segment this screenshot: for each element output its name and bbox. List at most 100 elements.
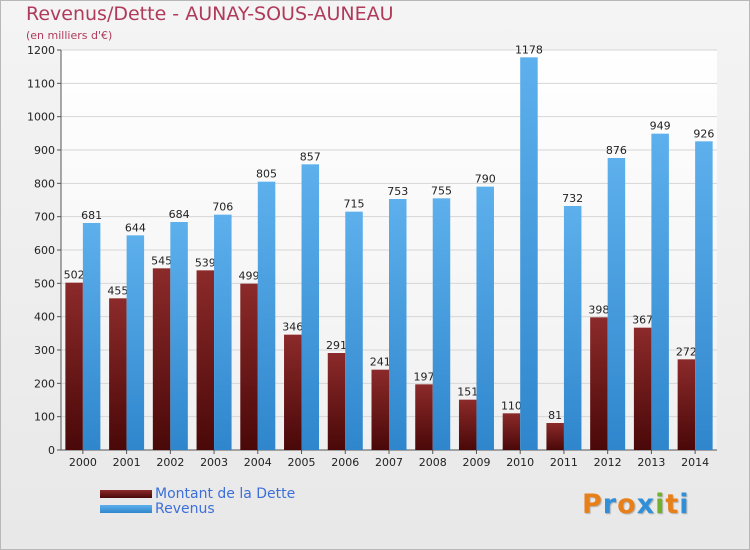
data-label-dette: 197: [413, 370, 434, 383]
bar-dette: [65, 282, 83, 450]
bar-dette: [590, 317, 608, 450]
x-tick-label: 2005: [288, 456, 316, 469]
y-tick-label: 900: [34, 144, 55, 157]
legend-label-revenus: Revenus: [155, 501, 215, 517]
chart-title: Revenus/Dette - AUNAY-SOUS-AUNEAU: [26, 3, 394, 25]
bar-revenus: [476, 186, 494, 450]
data-label-dette: 367: [632, 314, 653, 327]
data-label-revenus: 790: [475, 173, 496, 186]
data-label-dette: 291: [326, 339, 347, 352]
y-tick-label: 1000: [27, 111, 55, 124]
y-tick-label: 300: [34, 344, 55, 357]
data-label-revenus: 857: [300, 150, 321, 163]
bar-dette: [284, 334, 302, 450]
logo-letter: x: [636, 489, 656, 520]
bar-dette: [458, 399, 477, 450]
data-label-dette: 151: [457, 386, 478, 399]
bar-revenus: [607, 158, 626, 450]
bar-dette: [415, 384, 433, 450]
logo-letter: r: [602, 489, 618, 520]
data-label-revenus: 681: [81, 209, 102, 222]
bar-revenus: [432, 198, 451, 450]
x-tick-label: 2009: [462, 456, 490, 469]
bar-dette: [327, 353, 346, 450]
x-tick-label: 2001: [113, 456, 141, 469]
x-tick-label: 2002: [156, 456, 184, 469]
bar-revenus: [126, 235, 145, 450]
y-tick-label: 600: [34, 244, 55, 257]
logo-letter: i: [679, 489, 690, 520]
y-tick-label: 800: [34, 177, 55, 190]
data-label-revenus: 684: [169, 208, 190, 221]
x-tick-label: 2014: [681, 456, 709, 469]
data-label-revenus: 949: [650, 120, 671, 133]
y-tick-label: 1100: [27, 77, 55, 90]
bar-dette: [677, 359, 696, 450]
bar-revenus: [563, 206, 582, 450]
logo-letter: o: [617, 489, 637, 520]
bar-revenus: [389, 199, 407, 450]
bar-dette: [633, 327, 652, 450]
y-tick-label: 100: [34, 411, 55, 424]
legend-swatch-dette: [100, 490, 152, 498]
data-label-dette: 398: [588, 303, 609, 316]
data-label-dette: 241: [370, 356, 391, 369]
bar-dette: [196, 270, 215, 450]
bar-revenus: [257, 181, 276, 450]
logo-letter: t: [665, 489, 680, 520]
data-label-revenus: 706: [212, 201, 233, 214]
y-tick-label: 400: [34, 311, 55, 324]
legend-label-dette: Montant de la Dette: [155, 486, 296, 502]
bar-dette: [152, 268, 171, 450]
data-label-revenus: 926: [693, 127, 714, 140]
x-tick-label: 2010: [506, 456, 534, 469]
data-label-dette: 81: [548, 409, 562, 422]
legend-swatch-revenus: [100, 505, 152, 513]
data-label-dette: 455: [107, 284, 128, 297]
data-label-revenus: 805: [256, 168, 277, 181]
bar-revenus: [301, 164, 320, 451]
bar-revenus: [520, 57, 538, 450]
logo-letter: i: [655, 489, 666, 520]
x-tick-label: 2013: [637, 456, 665, 469]
data-label-revenus: 755: [431, 184, 452, 197]
bar-revenus: [214, 214, 232, 450]
x-tick-label: 2008: [419, 456, 447, 469]
chart-subtitle: (en milliers d'€): [26, 29, 113, 42]
x-tick-label: 2007: [375, 456, 403, 469]
data-label-dette: 272: [676, 345, 697, 358]
data-label-revenus: 644: [125, 221, 146, 234]
data-label-dette: 502: [64, 269, 85, 282]
logo-letter: P: [582, 489, 603, 520]
data-label-revenus: 876: [606, 144, 627, 157]
bar-revenus: [695, 141, 713, 451]
bar-dette: [502, 413, 521, 450]
data-label-dette: 545: [151, 254, 172, 267]
y-tick-label: 1200: [27, 44, 55, 57]
data-label-revenus: 1178: [515, 43, 543, 56]
y-tick-label: 700: [34, 211, 55, 224]
data-label-dette: 346: [282, 321, 303, 334]
x-tick-label: 2006: [331, 456, 359, 469]
data-label-revenus: 732: [562, 192, 583, 205]
bar-revenus: [651, 133, 669, 450]
data-label-dette: 539: [195, 256, 216, 269]
bar-revenus: [82, 223, 101, 450]
proxiti-logo: Proxiti: [582, 489, 690, 520]
data-label-dette: 499: [239, 270, 260, 283]
bar-dette: [109, 298, 127, 450]
x-tick-label: 2004: [244, 456, 272, 469]
bar-dette: [546, 423, 564, 450]
y-tick-label: 500: [34, 277, 55, 290]
bar-revenus: [170, 222, 188, 450]
data-label-revenus: 753: [387, 185, 408, 198]
y-tick-label: 200: [34, 377, 55, 390]
x-tick-label: 2011: [550, 456, 578, 469]
bar-dette: [240, 283, 258, 450]
data-label-revenus: 715: [344, 198, 365, 211]
bar-revenus: [345, 211, 363, 450]
data-label-dette: 110: [501, 399, 522, 412]
x-tick-label: 2003: [200, 456, 228, 469]
x-tick-label: 2012: [594, 456, 622, 469]
